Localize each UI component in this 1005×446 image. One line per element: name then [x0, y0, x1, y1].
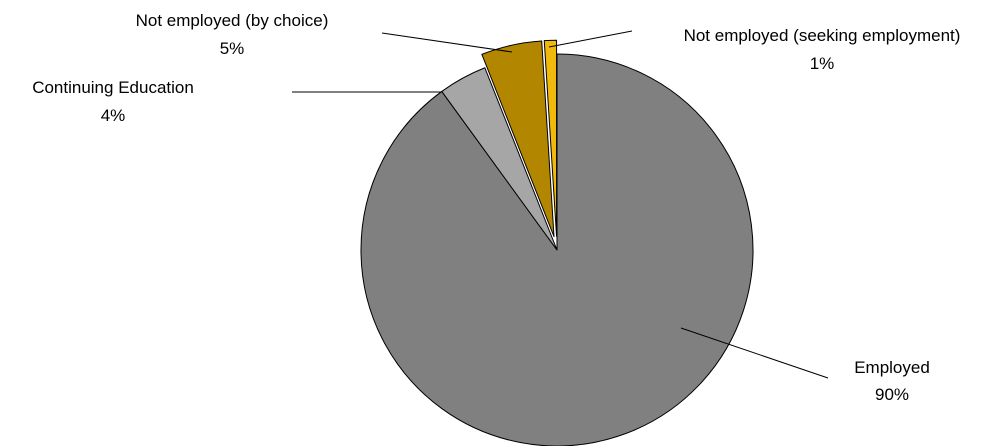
leader-line-not-employed-seeking [548, 30, 633, 48]
label-employed-name: Employed [854, 358, 930, 377]
pie-slice-continuing-education [441, 67, 558, 251]
data-label-employed: Employed 90% [854, 358, 930, 404]
label-employed-value: 90% [875, 385, 909, 404]
data-label-not-employed-by-choice: Not employed (by choice) 5% [136, 11, 329, 58]
label-not-employed-by-choice-name: Not employed (by choice) [136, 11, 329, 30]
label-not-employed-by-choice-value: 5% [220, 39, 245, 58]
label-continuing-education-name: Continuing Education [32, 78, 194, 97]
pie-slices [360, 39, 754, 446]
leader-line-not-employed-by-choice [381, 32, 513, 53]
data-label-continuing-education: Continuing Education 4% [32, 78, 194, 125]
data-label-not-employed-seeking: Not employed (seeking employment) 1% [684, 26, 961, 73]
label-not-employed-seeking-value: 1% [810, 54, 835, 73]
label-not-employed-seeking-name: Not employed (seeking employment) [684, 26, 961, 45]
pie-slice-not-employed-seeking-employment [543, 39, 558, 237]
pie-slice-not-employed-by-choice [481, 40, 555, 238]
label-continuing-education-value: 4% [101, 106, 126, 125]
leader-line-employed [680, 327, 829, 379]
